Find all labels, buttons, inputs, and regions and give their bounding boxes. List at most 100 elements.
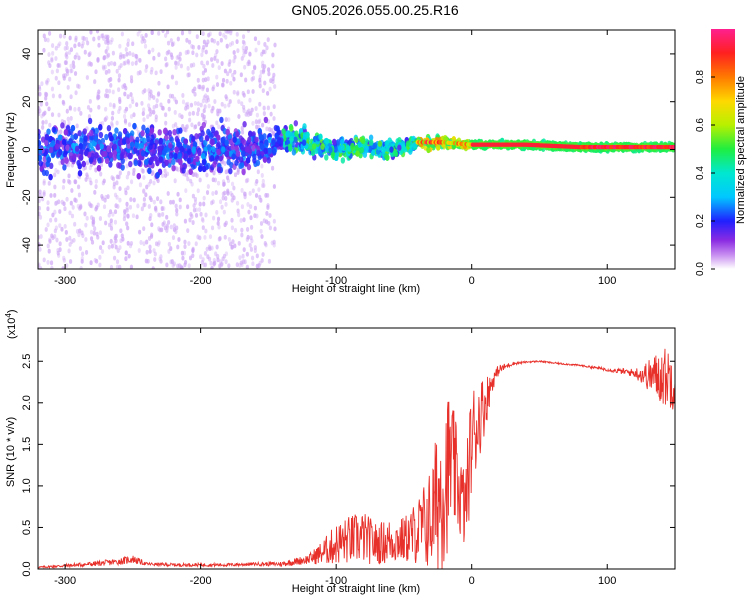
spectrogram-cell: [212, 161, 217, 168]
spectrogram-noise-cell: [188, 117, 192, 123]
spectrogram-cell: [239, 162, 245, 169]
spectrogram-noise-cell: [67, 173, 71, 179]
spectrogram-noise-cell: [254, 106, 258, 111]
spectrogram-noise-cell: [131, 213, 136, 219]
spectrogram-noise-cell: [242, 108, 246, 113]
spectrogram-cell: [262, 133, 267, 140]
spectrogram-noise-cell: [153, 251, 157, 257]
spectrogram-noise-cell: [196, 234, 200, 240]
spectrogram-noise-cell: [70, 239, 74, 244]
spectrogram-noise-cell: [216, 216, 221, 222]
spectrogram-noise-cell: [51, 50, 55, 56]
spectrogram-noise-cell: [75, 52, 79, 58]
spectrogram-noise-cell: [58, 209, 62, 214]
spectrogram-noise-cell: [261, 252, 265, 257]
spectrogram-noise-cell: [38, 214, 43, 220]
spectrogram-cell: [122, 127, 128, 135]
spectrogram-cell: [228, 167, 233, 175]
spectrogram-noise-cell: [238, 255, 242, 261]
spectrogram-noise-cell: [140, 34, 144, 39]
spectrogram-noise-cell: [124, 85, 128, 91]
spectrogram-noise-cell: [157, 52, 161, 58]
spectrogram-noise-cell: [273, 84, 277, 89]
spectrogram-cell: [78, 142, 83, 150]
spectrogram-noise-cell: [114, 244, 118, 250]
spectrogram-noise-cell: [188, 217, 192, 223]
spectrogram-noise-cell: [98, 245, 103, 250]
spectrogram-cell: [277, 137, 282, 144]
spectrogram-noise-cell: [115, 180, 119, 186]
spectrogram-cell: [152, 154, 158, 162]
spectrogram-noise-cell: [97, 104, 101, 110]
spectrogram-noise-cell: [166, 40, 171, 46]
spectrogram-noise-cell: [107, 61, 111, 67]
spectrogram-noise-cell: [196, 101, 200, 107]
spectrogram-noise-cell: [244, 111, 248, 117]
spectrogram-cell: [179, 145, 185, 153]
spectrogram-cell: [119, 152, 124, 160]
spectrogram-noise-cell: [216, 40, 220, 46]
spectrogram-noise-cell: [251, 120, 255, 126]
spectrogram-noise-cell: [147, 88, 151, 93]
spectrogram-noise-cell: [224, 196, 228, 201]
spectrogram-noise-cell: [239, 260, 243, 266]
spectrogram-noise-cell: [88, 177, 92, 183]
spectrogram-noise-cell: [260, 258, 264, 263]
spectrogram-noise-cell: [163, 168, 167, 174]
spectrogram-noise-cell: [38, 111, 41, 117]
spectrogram-cell: [186, 157, 192, 164]
spectrogram-noise-cell: [178, 204, 182, 210]
spectrogram-noise-cell: [197, 45, 201, 50]
spectrogram-noise-cell: [233, 227, 238, 233]
spectrogram-noise-cell: [106, 52, 111, 58]
spectrogram-y-tick-label: -40: [21, 237, 33, 253]
spectrogram-noise-cell: [204, 228, 208, 234]
spectrogram-noise-cell: [38, 234, 41, 240]
spectrogram-cell: [332, 138, 337, 146]
colorbar-ticks: 0.0 0.2 0.4 0.6 0.8: [695, 70, 715, 276]
spectrogram-noise-cell: [146, 114, 150, 120]
spectrogram-noise-cell: [98, 230, 103, 236]
spectrogram-noise-cell: [239, 218, 243, 223]
spectrogram-noise-cell: [254, 193, 259, 198]
spectrogram-noise-cell: [189, 63, 194, 68]
spectrogram-noise-cell: [174, 60, 178, 66]
spectrogram-noise-cell: [191, 193, 195, 199]
spectrogram-noise-cell: [42, 180, 46, 186]
spectrogram-noise-cell: [73, 221, 77, 227]
spectrogram-cell: [210, 138, 215, 146]
spectrogram-cell: [354, 145, 360, 152]
spectrogram-noise-cell: [178, 51, 182, 57]
spectrogram-noise-cell: [204, 77, 208, 83]
spectrogram-cell: [350, 142, 355, 150]
spectrogram-noise-cell: [71, 60, 75, 66]
spectrogram-x-tick-label: -200: [190, 275, 212, 287]
spectrogram-noise-cell: [228, 68, 232, 74]
spectrogram-noise-cell: [116, 248, 120, 253]
spectrogram-noise-cell: [87, 61, 91, 67]
spectrogram-noise-cell: [77, 42, 81, 47]
spectrogram-noise-cell: [83, 49, 87, 55]
spectrogram-cell: [357, 141, 362, 148]
spectrogram-cell: [392, 150, 398, 157]
spectrogram-cell: [242, 121, 247, 128]
spectrogram-noise-cell: [51, 212, 55, 218]
spectrogram-cell: [49, 162, 54, 170]
spectrogram-noise-cell: [202, 108, 206, 114]
snr-ticks: -300 -200 -100 0 100 0.0 0.5 1.0 1.5 2.0 2.5: [21, 328, 675, 587]
spectrogram-noise-cell: [244, 45, 249, 51]
spectrogram-noise-cell: [171, 263, 175, 268]
spectrogram-cell: [120, 164, 125, 171]
spectrogram-noise-cell: [98, 262, 102, 268]
spectrogram-cell: [320, 143, 325, 150]
spectrogram-noise-cell: [211, 63, 215, 68]
spectrogram-noise-cell: [207, 103, 211, 109]
spectrogram-noise-cell: [115, 68, 119, 74]
spectrogram-cell: [215, 134, 221, 141]
spectrogram-noise-cell: [226, 30, 230, 35]
spectrogram-noise-cell: [240, 56, 244, 61]
spectrogram-cell: [210, 126, 216, 134]
spectrogram-noise-cell: [258, 77, 262, 83]
spectrogram-cell: [397, 136, 402, 144]
spectrogram-noise-cell: [197, 84, 201, 90]
